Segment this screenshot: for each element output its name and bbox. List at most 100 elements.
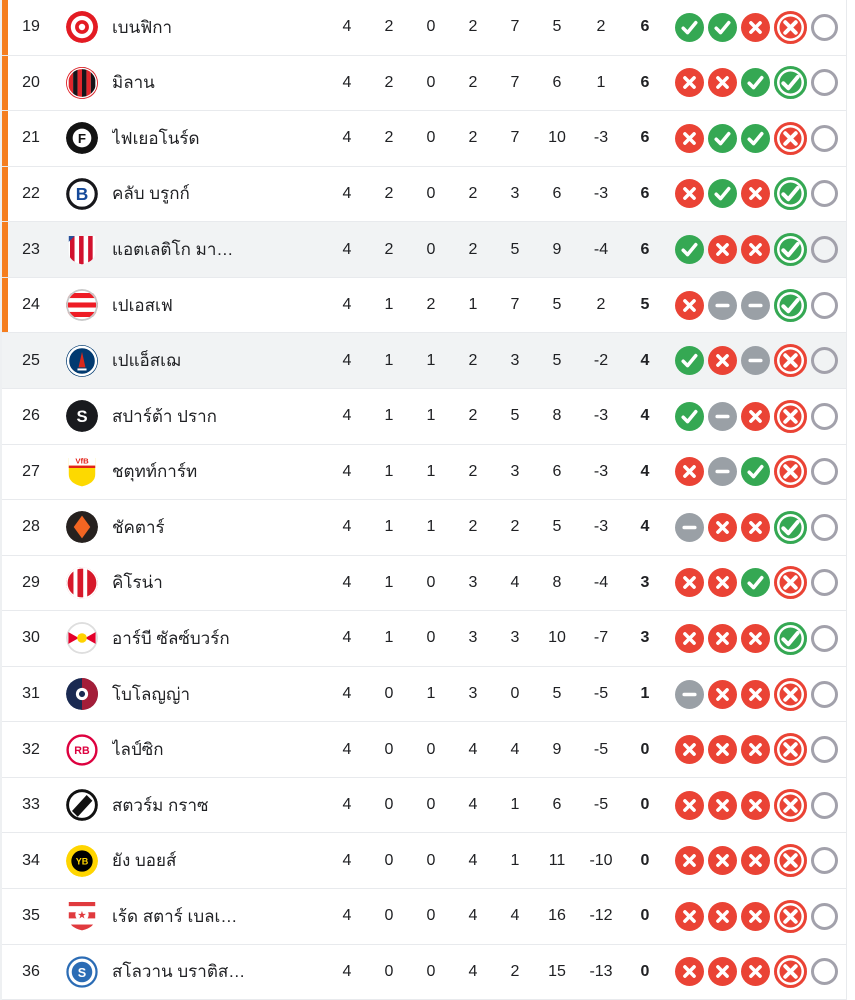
form-loss-icon[interactable] xyxy=(774,677,807,711)
team-name[interactable]: เบนฟิกา xyxy=(112,17,173,37)
team-name[interactable]: เร้ด สตาร์ เบลเ… xyxy=(112,906,238,926)
form-loss-icon[interactable] xyxy=(774,788,807,822)
team-name[interactable]: แอตเลติโก มา… xyxy=(112,240,234,260)
form-loss-icon[interactable] xyxy=(774,399,807,433)
form-loss-icon[interactable] xyxy=(708,846,737,876)
form-upcoming-icon[interactable] xyxy=(811,791,838,819)
form-upcoming-icon[interactable] xyxy=(811,569,838,597)
form-upcoming-icon[interactable] xyxy=(811,180,838,208)
form-loss-icon[interactable] xyxy=(675,179,704,209)
team-name[interactable]: สตวร์ม กราซ xyxy=(112,795,209,815)
table-row[interactable]: 20 มิลาน 4 2 0 2 7 6 1 6 xyxy=(2,55,846,112)
form-draw-icon[interactable] xyxy=(675,679,704,709)
form-win-icon[interactable] xyxy=(675,12,704,42)
team-name[interactable]: คลับ บรูกก์ xyxy=(112,184,190,204)
form-win-icon[interactable] xyxy=(741,123,770,153)
form-win-icon[interactable] xyxy=(675,401,704,431)
form-win-icon[interactable] xyxy=(774,177,807,211)
table-row[interactable]: 28 ชัคตาร์ 4 1 1 2 2 5 -3 4 xyxy=(2,500,846,556)
form-loss-icon[interactable] xyxy=(708,790,737,820)
form-loss-icon[interactable] xyxy=(675,68,704,98)
table-row[interactable]: 31 โบโลญญ่า 4 0 1 3 0 5 -5 1 xyxy=(2,666,846,723)
form-loss-icon[interactable] xyxy=(675,568,704,598)
form-draw-icon[interactable] xyxy=(675,512,704,542)
form-loss-icon[interactable] xyxy=(741,401,770,431)
form-loss-icon[interactable] xyxy=(741,679,770,709)
form-loss-icon[interactable] xyxy=(708,68,737,98)
form-upcoming-icon[interactable] xyxy=(811,291,838,319)
form-win-icon[interactable] xyxy=(741,68,770,98)
table-row[interactable]: 22 B คลับ บรูกก์ 4 2 0 2 3 6 -3 6 xyxy=(2,166,846,223)
form-win-icon[interactable] xyxy=(708,179,737,209)
form-upcoming-icon[interactable] xyxy=(811,736,838,764)
form-loss-icon[interactable] xyxy=(675,957,704,987)
form-upcoming-icon[interactable] xyxy=(811,680,838,708)
form-upcoming-icon[interactable] xyxy=(811,124,838,152)
form-win-icon[interactable] xyxy=(708,12,737,42)
team-name[interactable]: คิโรน่า xyxy=(112,573,163,593)
form-loss-icon[interactable] xyxy=(741,179,770,209)
team-name[interactable]: มิลาน xyxy=(112,73,155,93)
form-loss-icon[interactable] xyxy=(741,735,770,765)
team-name[interactable]: เปเอสเฟ xyxy=(112,295,173,315)
table-row[interactable]: 29 คิโรน่า 4 1 0 3 4 8 -4 3 xyxy=(2,555,846,612)
form-win-icon[interactable] xyxy=(741,568,770,598)
table-row[interactable]: 24 เปเอสเฟ 4 1 2 1 7 5 2 5 xyxy=(2,277,846,334)
form-win-icon[interactable] xyxy=(774,621,807,655)
form-win-icon[interactable] xyxy=(774,510,807,544)
form-draw-icon[interactable] xyxy=(741,346,770,376)
table-row[interactable]: 33 สตวร์ม กราซ 4 0 0 4 1 6 -5 0 xyxy=(2,777,846,834)
table-row[interactable]: 27 VfB ชตุทท์การ์ท 4 1 1 2 3 6 -3 4 xyxy=(2,444,846,501)
form-win-icon[interactable] xyxy=(675,346,704,376)
form-loss-icon[interactable] xyxy=(741,512,770,542)
team-name[interactable]: ไลป์ซิก xyxy=(112,740,164,760)
form-upcoming-icon[interactable] xyxy=(811,69,838,97)
form-loss-icon[interactable] xyxy=(774,899,807,933)
form-upcoming-icon[interactable] xyxy=(811,958,838,986)
form-loss-icon[interactable] xyxy=(774,566,807,600)
form-loss-icon[interactable] xyxy=(741,12,770,42)
form-loss-icon[interactable] xyxy=(741,623,770,653)
form-upcoming-icon[interactable] xyxy=(811,513,838,541)
table-row[interactable]: 32 RB ไลป์ซิก 4 0 0 4 4 9 -5 0 xyxy=(2,722,846,778)
form-loss-icon[interactable] xyxy=(675,290,704,320)
form-win-icon[interactable] xyxy=(774,288,807,322)
form-loss-icon[interactable] xyxy=(675,123,704,153)
form-loss-icon[interactable] xyxy=(675,457,704,487)
form-loss-icon[interactable] xyxy=(708,346,737,376)
table-row[interactable]: 25 เปแอ็สเฌ 4 1 1 2 3 5 -2 4 xyxy=(2,333,846,389)
form-loss-icon[interactable] xyxy=(675,901,704,931)
table-row[interactable]: 26 S สปาร์ต้า ปราก 4 1 1 2 5 8 -3 4 xyxy=(2,388,846,445)
team-name[interactable]: ไฟเยอโนร์ด xyxy=(112,128,200,148)
team-name[interactable]: ชตุทท์การ์ท xyxy=(112,462,198,482)
form-upcoming-icon[interactable] xyxy=(811,402,838,430)
form-loss-icon[interactable] xyxy=(708,623,737,653)
form-upcoming-icon[interactable] xyxy=(811,902,838,930)
form-upcoming-icon[interactable] xyxy=(811,847,838,875)
form-loss-icon[interactable] xyxy=(708,568,737,598)
form-win-icon[interactable] xyxy=(708,123,737,153)
form-loss-icon[interactable] xyxy=(774,844,807,878)
form-loss-icon[interactable] xyxy=(774,955,807,989)
team-name[interactable]: ยัง บอยส์ xyxy=(112,851,177,871)
form-loss-icon[interactable] xyxy=(708,957,737,987)
form-loss-icon[interactable] xyxy=(675,790,704,820)
form-upcoming-icon[interactable] xyxy=(811,458,838,486)
form-loss-icon[interactable] xyxy=(675,846,704,876)
form-loss-icon[interactable] xyxy=(741,957,770,987)
team-name[interactable]: สโลวาน บราติส… xyxy=(112,962,246,982)
form-loss-icon[interactable] xyxy=(741,901,770,931)
form-loss-icon[interactable] xyxy=(708,679,737,709)
team-name[interactable]: โบโลญญ่า xyxy=(112,684,190,704)
form-loss-icon[interactable] xyxy=(708,901,737,931)
form-loss-icon[interactable] xyxy=(675,623,704,653)
form-loss-icon[interactable] xyxy=(708,235,737,265)
form-loss-icon[interactable] xyxy=(675,735,704,765)
table-row[interactable]: 35 ★ เร้ด สตาร์ เบลเ… 4 0 0 4 4 16 -12 0 xyxy=(2,889,846,945)
form-draw-icon[interactable] xyxy=(708,401,737,431)
form-win-icon[interactable] xyxy=(741,457,770,487)
form-loss-icon[interactable] xyxy=(708,735,737,765)
form-loss-icon[interactable] xyxy=(708,512,737,542)
form-win-icon[interactable] xyxy=(774,66,807,100)
table-row[interactable]: 30 อาร์บี ซัลซ์บวร์ก 4 1 0 3 3 10 -7 3 xyxy=(2,611,846,667)
